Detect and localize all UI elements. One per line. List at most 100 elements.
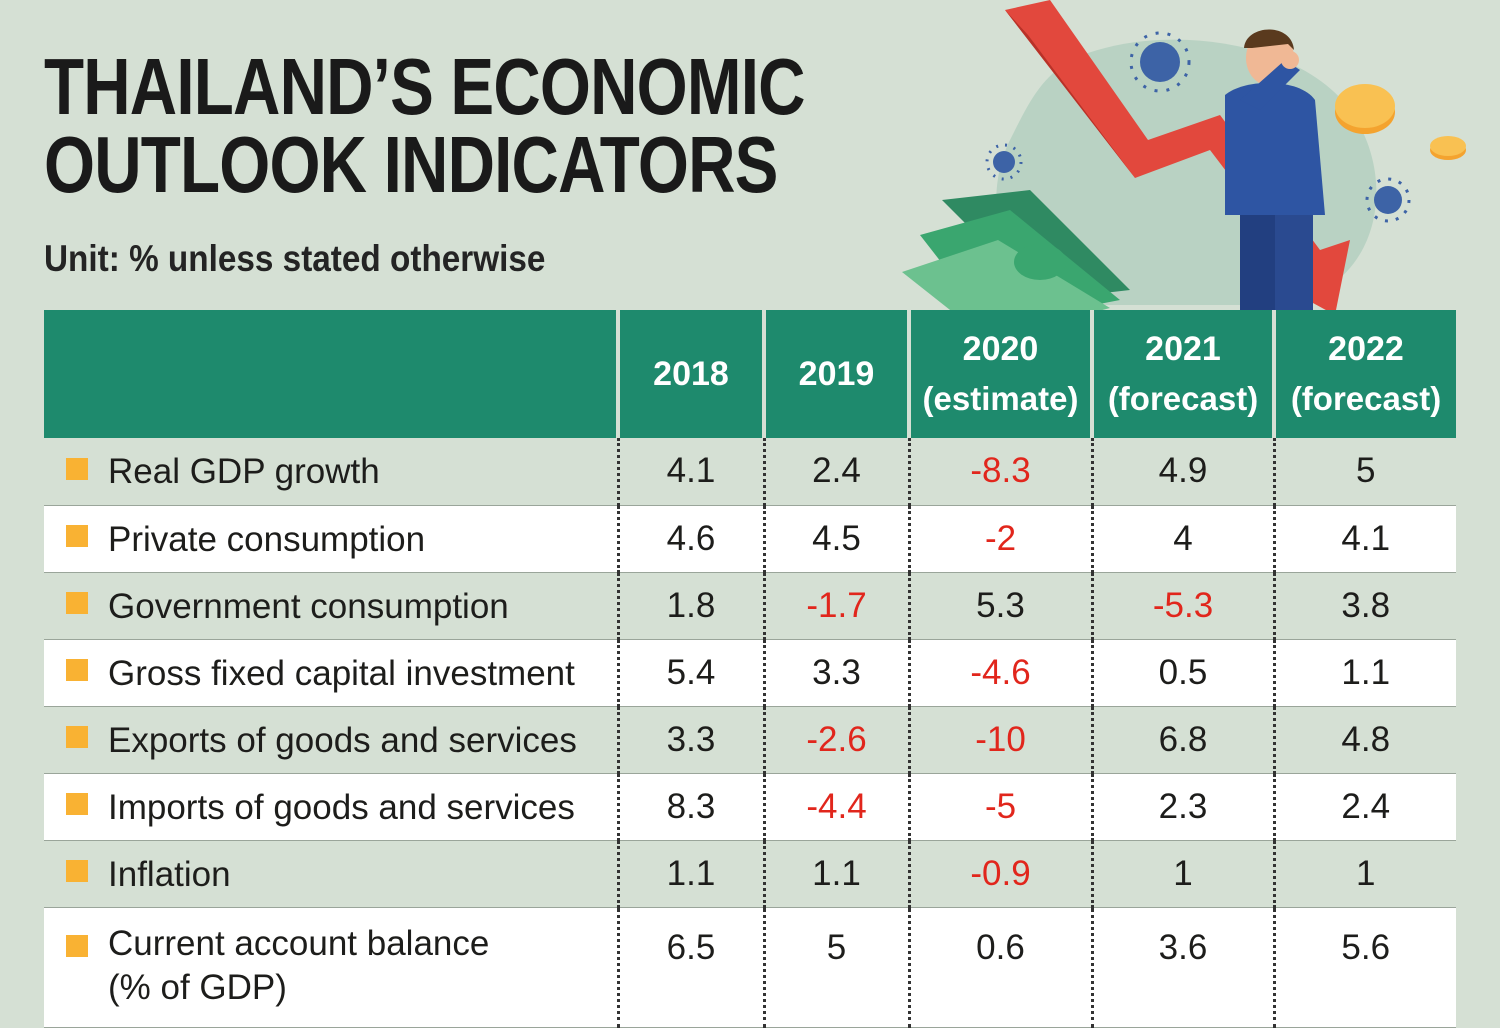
column-note: (forecast) [1107, 380, 1259, 417]
row-bullet-icon [66, 525, 88, 548]
row-bullet-icon [66, 458, 88, 481]
row-label-text: Inflation [108, 854, 231, 894]
value-cell: 4.8 [1272, 706, 1456, 774]
column-year: 2019 [798, 355, 875, 393]
virus-icon [1129, 31, 1191, 93]
row-label-cell: Gross fixed capital investment [44, 639, 618, 707]
value-cell: -8.3 [907, 438, 1092, 506]
row-label-cell: Exports of goods and services [44, 706, 618, 774]
value-cell: 1.1 [616, 840, 764, 908]
value-cell: 5.6 [1272, 907, 1456, 1028]
value-cell: 6.8 [1090, 706, 1274, 774]
table-row: Private consumption 4.6 4.5 -2 4 4.1 [44, 505, 1456, 573]
value-cell: -4.4 [762, 773, 909, 841]
column-header-2018: 2018 [616, 310, 764, 438]
unit-subtitle: Unit: % unless stated otherwise [44, 238, 546, 279]
column-year: 2020 [962, 330, 1039, 368]
value-cell: 1 [1272, 840, 1456, 908]
column-year: 2021 [1145, 330, 1221, 368]
value-cell: 4.5 [762, 505, 909, 573]
coin-icon [1430, 136, 1466, 160]
column-header-2019: 2019 [762, 310, 909, 438]
column-note: (estimate) [922, 380, 1079, 417]
value-cell: 5 [1272, 438, 1456, 506]
row-bullet-icon [66, 860, 88, 883]
row-bullet-icon [66, 659, 88, 682]
value-cell: 6.5 [616, 907, 764, 1028]
row-label: Private consumption [108, 519, 425, 558]
value-cell: 0.5 [1090, 639, 1274, 707]
row-label-cell: Real GDP growth [44, 438, 618, 506]
value-cell: 2.4 [1272, 773, 1456, 841]
value-cell: 2.4 [762, 438, 909, 506]
row-label-cell: Private consumption [44, 505, 618, 573]
value-cell: -2 [907, 505, 1092, 573]
value-cell: 1.1 [1272, 639, 1456, 707]
value-cell: 2.3 [1090, 773, 1274, 841]
value-cell: -1.7 [762, 572, 909, 640]
table-row: Current account balance (% of GDP) 6.5 5 0.6… [44, 907, 1456, 1028]
row-label-text: Imports of goods and services [108, 787, 575, 827]
value-cell: 4.9 [1090, 438, 1274, 506]
column-header-2022: 2022 (forecast) [1272, 310, 1456, 438]
row-bullet-icon [66, 592, 88, 615]
value-cell: 1 [1090, 840, 1274, 908]
value-cell: 4.1 [616, 438, 764, 506]
row-label-text: Gross fixed capital investment [108, 653, 575, 693]
value-cell: 1.1 [762, 840, 909, 908]
column-header-2020: 2020 (estimate) [907, 310, 1092, 438]
value-cell: 4 [1090, 505, 1274, 573]
value-cell: 4.1 [1272, 505, 1456, 573]
header-label-cell [44, 310, 618, 438]
row-bullet-icon [66, 793, 88, 816]
row-label-text-line2: (% of GDP) [108, 967, 287, 1007]
row-label: Gross fixed capital investment [108, 653, 575, 692]
row-label-text: Current account balance [108, 923, 490, 963]
value-cell: 3.3 [762, 639, 909, 707]
value-cell: 3.3 [616, 706, 764, 774]
column-year: 2018 [653, 355, 729, 393]
row-bullet-icon [66, 726, 88, 749]
row-bullet-icon [66, 935, 88, 958]
row-label: Government consumption [108, 586, 509, 625]
value-cell: -5 [907, 773, 1092, 841]
title-line-1: THAILAND’S ECONOMIC [44, 42, 805, 131]
outlook-table: 2018 2019 2020 (estimate) 2021 (forecast… [44, 310, 1456, 1028]
column-note: (forecast) [1290, 380, 1442, 417]
money-bill-icon [902, 190, 1130, 320]
column-year: 2022 [1328, 330, 1404, 368]
table-row: Inflation 1.1 1.1 -0.9 1 1 [44, 840, 1456, 908]
column-header-2021: 2021 (forecast) [1090, 310, 1274, 438]
table-row: Exports of goods and services 3.3 -2.6 -10 6… [44, 706, 1456, 774]
value-cell: -0.9 [907, 840, 1092, 908]
row-label-text: Real GDP growth [108, 452, 380, 492]
value-cell: 4.6 [616, 505, 764, 573]
virus-icon [1365, 177, 1411, 223]
row-label: Real GDP growth [108, 452, 380, 491]
row-label-cell: Inflation [44, 840, 618, 908]
value-cell: -10 [907, 706, 1092, 774]
row-label-text: Private consumption [108, 519, 426, 559]
value-cell: 5.4 [616, 639, 764, 707]
economic-decline-illustration [902, 0, 1466, 320]
row-label: Imports of goods and services [108, 787, 575, 826]
row-label-text: Government consumption [108, 586, 509, 626]
table-body: Real GDP growth 4.1 2.4 -8.3 4.9 5 Private con… [44, 438, 1456, 1028]
table-row: Real GDP growth 4.1 2.4 -8.3 4.9 5 [44, 438, 1456, 506]
page-title: THAILAND’S ECONOMIC OUTLOOK INDICATORS [44, 42, 805, 209]
value-cell: 1.8 [616, 572, 764, 640]
value-cell: 8.3 [616, 773, 764, 841]
value-cell: 3.8 [1272, 572, 1456, 640]
virus-icon [985, 143, 1023, 181]
value-cell: 0.6 [907, 907, 1092, 1028]
value-cell: 5 [762, 907, 909, 1028]
header-row: 2018 2019 2020 (estimate) 2021 (forecast… [44, 310, 1456, 438]
title-line-2: OUTLOOK INDICATORS [44, 120, 778, 209]
value-cell: -5.3 [1090, 572, 1274, 640]
table-row: Gross fixed capital investment 5.4 3.3 -4.6… [44, 639, 1456, 707]
row-label: Inflation [108, 854, 231, 893]
row-label-text: Exports of goods and services [108, 720, 577, 760]
businessman-figure-icon [1225, 29, 1325, 310]
row-label-cell: Current account balance (% of GDP) [44, 907, 618, 1028]
value-cell: 5.3 [907, 572, 1092, 640]
